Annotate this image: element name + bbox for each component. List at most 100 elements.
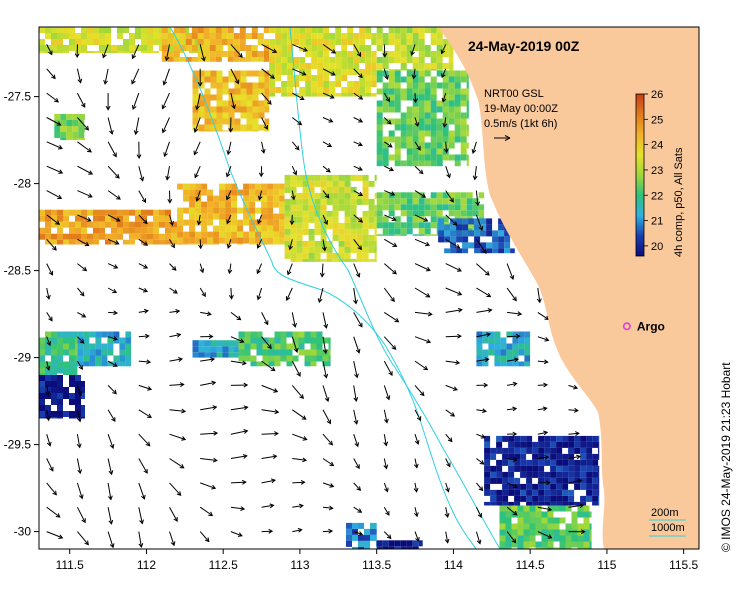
current-vector bbox=[107, 287, 118, 294]
current-vector bbox=[321, 239, 327, 252]
current-vector bbox=[76, 68, 83, 84]
current-vector bbox=[288, 239, 293, 251]
current-vector bbox=[537, 336, 550, 342]
current-vector bbox=[286, 263, 293, 276]
current-vector bbox=[169, 458, 185, 469]
current-vector bbox=[285, 287, 293, 302]
current-vector bbox=[445, 333, 462, 339]
current-vector bbox=[169, 408, 187, 414]
current-vector bbox=[445, 384, 458, 391]
current-vector bbox=[138, 433, 151, 447]
current-vector bbox=[256, 263, 263, 275]
current-vector bbox=[506, 482, 518, 489]
current-vector bbox=[46, 44, 53, 56]
current-vector bbox=[322, 505, 334, 511]
info-line-2: 19-May 00:00Z bbox=[484, 103, 558, 115]
current-vector bbox=[414, 214, 429, 222]
current-vector bbox=[230, 312, 242, 321]
current-vector bbox=[445, 166, 451, 179]
current-vector bbox=[322, 43, 337, 54]
current-vector bbox=[383, 117, 392, 125]
current-vector bbox=[568, 478, 583, 484]
current-vector bbox=[46, 482, 57, 496]
current-vector bbox=[568, 503, 585, 509]
current-vector bbox=[227, 263, 233, 275]
current-vector bbox=[107, 458, 114, 476]
current-vector bbox=[414, 531, 420, 543]
current-vector bbox=[138, 359, 152, 365]
current-vector bbox=[537, 382, 549, 388]
current-vector bbox=[107, 531, 115, 549]
current-vector bbox=[228, 287, 234, 300]
current-vector bbox=[353, 434, 360, 448]
y-tick-label: -27.5 bbox=[4, 90, 32, 104]
current-vector bbox=[353, 68, 363, 79]
y-tick-label: -29.5 bbox=[4, 438, 32, 452]
current-vector bbox=[194, 165, 201, 179]
current-vector bbox=[568, 431, 580, 437]
current-vector bbox=[77, 336, 85, 344]
current-vector bbox=[138, 333, 150, 339]
current-vector bbox=[322, 165, 331, 173]
colorbar-tick-label: 23 bbox=[651, 165, 663, 177]
current-vector bbox=[230, 405, 249, 411]
current-vector bbox=[322, 336, 328, 355]
current-vector bbox=[414, 141, 421, 151]
current-vector bbox=[291, 117, 303, 126]
current-vector bbox=[76, 482, 84, 500]
current-vector bbox=[163, 141, 170, 158]
current-vector bbox=[200, 380, 217, 386]
y-axis: -27.5 -28 -28.5 -29 -29.5 -30 bbox=[4, 90, 39, 539]
current-vector bbox=[445, 263, 462, 272]
current-vector bbox=[76, 506, 86, 524]
sst-patch bbox=[476, 331, 531, 367]
sst-patch bbox=[269, 27, 377, 97]
current-vector bbox=[77, 311, 87, 318]
current-vector bbox=[107, 482, 113, 501]
current-vector bbox=[77, 531, 89, 546]
current-vector bbox=[138, 409, 152, 419]
current-vector bbox=[261, 409, 280, 415]
current-vector bbox=[445, 458, 451, 468]
sst-patch bbox=[192, 340, 239, 358]
current-vector bbox=[261, 503, 275, 509]
current-vector bbox=[353, 312, 363, 328]
current-vector bbox=[322, 312, 329, 329]
current-vector bbox=[383, 458, 389, 470]
current-vector bbox=[317, 287, 324, 304]
current-vector bbox=[476, 408, 488, 414]
colorbar-tick-label: 25 bbox=[651, 114, 663, 126]
x-tick-label: 112 bbox=[137, 558, 156, 572]
current-vector bbox=[169, 531, 176, 547]
current-vector bbox=[138, 482, 146, 500]
x-tick-label: 114.5 bbox=[516, 558, 545, 572]
current-vector bbox=[471, 141, 477, 154]
current-vector bbox=[46, 214, 61, 225]
current-vector bbox=[353, 531, 364, 536]
current-vector bbox=[107, 214, 121, 222]
current-vector bbox=[384, 311, 400, 323]
current-vector bbox=[131, 92, 140, 111]
current-vector bbox=[475, 531, 482, 545]
current-vector bbox=[290, 190, 296, 201]
current-vector bbox=[45, 287, 51, 300]
current-vector bbox=[353, 263, 361, 278]
current-vector bbox=[195, 190, 201, 202]
current-vector bbox=[472, 166, 478, 181]
current-vector bbox=[169, 382, 185, 388]
current-vector bbox=[444, 507, 450, 518]
current-vector bbox=[77, 165, 94, 175]
current-vector bbox=[197, 68, 203, 87]
y-tick-label: -29 bbox=[14, 351, 32, 365]
x-tick-label: 111.5 bbox=[56, 558, 85, 572]
current-vector bbox=[200, 482, 217, 490]
current-vector bbox=[383, 506, 390, 516]
current-vector bbox=[568, 454, 582, 460]
current-vector bbox=[138, 458, 148, 474]
current-vector bbox=[414, 287, 431, 298]
current-vector bbox=[444, 531, 450, 544]
current-vector bbox=[169, 239, 175, 249]
current-vector bbox=[441, 92, 447, 103]
current-vector bbox=[167, 190, 173, 204]
current-vector bbox=[198, 239, 203, 250]
